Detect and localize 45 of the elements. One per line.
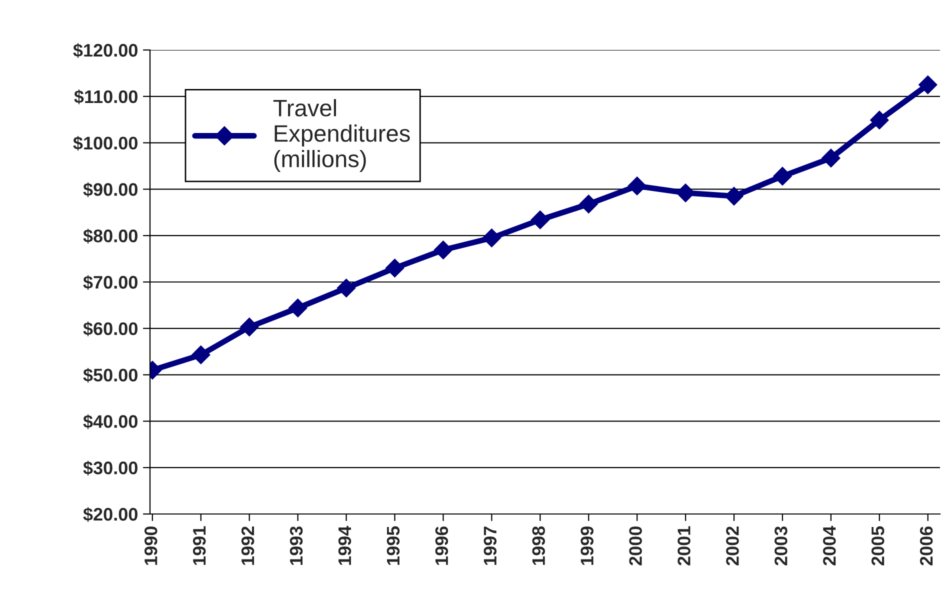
point (870, 110, 889, 130)
x-tick-label: 1996 (435, 526, 448, 565)
y-tick-label: $100.00 (73, 136, 138, 151)
x-tick-label: 1990 (144, 526, 158, 565)
point (724, 186, 744, 206)
x-tick-label: 1997 (484, 526, 497, 565)
point (434, 240, 453, 260)
y-tick-label: $80.00 (83, 228, 138, 244)
x-tick-label: 1992 (241, 526, 254, 565)
x-tick-label: 1993 (290, 526, 303, 565)
x-tick-label: 1995 (386, 526, 400, 565)
point (579, 194, 598, 214)
x-tick-label: 1999 (580, 526, 594, 565)
point (918, 75, 938, 94)
y-tick-label: $50.00 (83, 368, 138, 383)
x-tick-label: 2003 (774, 526, 788, 566)
point (385, 258, 404, 278)
y-tick-label: $70.00 (83, 275, 138, 290)
y-tick-label: $30.00 (83, 460, 138, 476)
point (530, 210, 550, 230)
x-tick-label: 1991 (192, 526, 206, 565)
y-tick-label: $20.00 (83, 507, 138, 522)
point (676, 184, 695, 202)
point (482, 228, 502, 248)
y-tick-label: $60.00 (83, 322, 138, 336)
point (773, 166, 792, 186)
point (240, 318, 259, 336)
y-tick-label: $90.00 (83, 182, 138, 198)
legend-label: Travel Expenditures (millions) (273, 99, 410, 172)
y-tick-label: $120.00 (73, 43, 138, 58)
y-tick-label: $110.00 (74, 90, 138, 104)
x-tick-label: 2001 (678, 526, 690, 566)
x-tick-label: 2006 (920, 526, 933, 566)
point (192, 345, 210, 364)
x-tick-label: 2004 (823, 526, 836, 566)
x-tick-label: 2002 (726, 526, 739, 566)
point (336, 278, 356, 298)
point (822, 148, 840, 168)
x-tick-label: 1994 (338, 526, 352, 565)
point (628, 176, 646, 196)
point (288, 298, 308, 318)
x-tick-label: 2000 (629, 526, 642, 566)
x-tick-label: 2005 (871, 526, 884, 566)
y-tick-label: $40.00 (83, 414, 138, 430)
x-tick-label: 1998 (532, 526, 545, 565)
